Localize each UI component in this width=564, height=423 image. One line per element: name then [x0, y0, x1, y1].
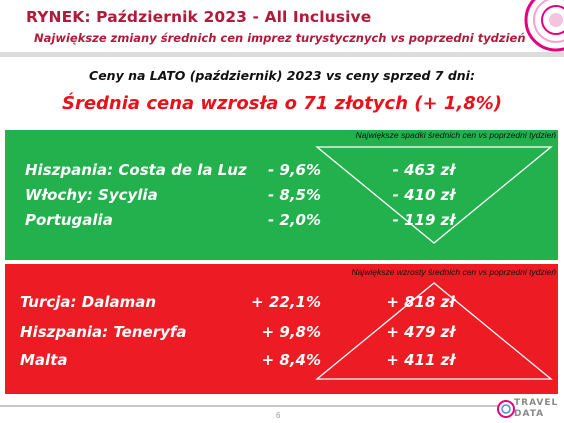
table-row: Turcja: Dalaman + 22,1% + 818 zł	[5, 293, 558, 317]
percent-change: + 8,4%	[261, 351, 321, 369]
page-subtitle: Największe zmiany średnich cen imprez tu…	[34, 31, 526, 45]
table-row: Hiszpania: Teneryfa + 9,8% + 479 zł	[5, 323, 558, 347]
destination-name: Turcja: Dalaman	[20, 293, 157, 311]
percent-change: + 22,1%	[251, 293, 321, 311]
logo-text-bottom: DATA	[514, 409, 545, 419]
up-triangle-icon	[315, 282, 553, 380]
destination-name: Włochy: Sycylia	[25, 186, 158, 204]
destination-name: Portugalia	[25, 211, 113, 229]
percent-change: - 2,0%	[267, 211, 321, 229]
decreases-caption: Największe spadki średnich cen vs poprze…	[355, 130, 556, 140]
table-row: Hiszpania: Costa de la Luz - 9,6% - 463 …	[5, 161, 558, 185]
increases-panel: Największe wzrosty średnich cen vs poprz…	[5, 264, 558, 394]
percent-change: - 8,5%	[267, 186, 321, 204]
amount-change: + 479 zł	[386, 323, 455, 341]
increases-caption: Największe wzrosty średnich cen vs poprz…	[351, 267, 556, 277]
average-price-headline: Średnia cena wzrosła o 71 złotych (+ 1,8…	[61, 93, 502, 114]
amount-change: - 463 zł	[392, 161, 455, 179]
header-divider	[0, 52, 564, 57]
amount-change: + 818 zł	[386, 293, 455, 311]
destination-name: Hiszpania: Costa de la Luz	[25, 161, 247, 179]
destination-name: Malta	[20, 351, 68, 369]
amount-change: + 411 zł	[386, 351, 455, 369]
amount-change: - 119 zł	[392, 211, 455, 229]
logo-text-top: TRAVEL	[514, 398, 559, 408]
comparison-description: Ceny na LATO (październik) 2023 vs ceny …	[89, 68, 475, 83]
down-triangle-icon	[315, 146, 553, 244]
decorative-circles-icon	[524, 0, 564, 52]
amount-change: - 410 zł	[392, 186, 455, 204]
footer-divider	[0, 405, 500, 407]
table-row: Portugalia - 2,0% - 119 zł	[5, 211, 558, 235]
decreases-panel: Największe spadki średnich cen vs poprze…	[5, 130, 558, 260]
logo-mark-icon	[497, 400, 515, 418]
page-title: RYNEK: Październik 2023 - All Inclusive	[26, 8, 372, 26]
percent-change: + 9,8%	[261, 323, 321, 341]
table-row: Malta + 8,4% + 411 zł	[5, 351, 558, 375]
travel-data-logo: TRAVEL DATA	[497, 396, 559, 422]
page-number: 6	[276, 411, 281, 420]
destination-name: Hiszpania: Teneryfa	[20, 323, 187, 341]
percent-change: - 9,6%	[267, 161, 321, 179]
table-row: Włochy: Sycylia - 8,5% - 410 zł	[5, 186, 558, 210]
